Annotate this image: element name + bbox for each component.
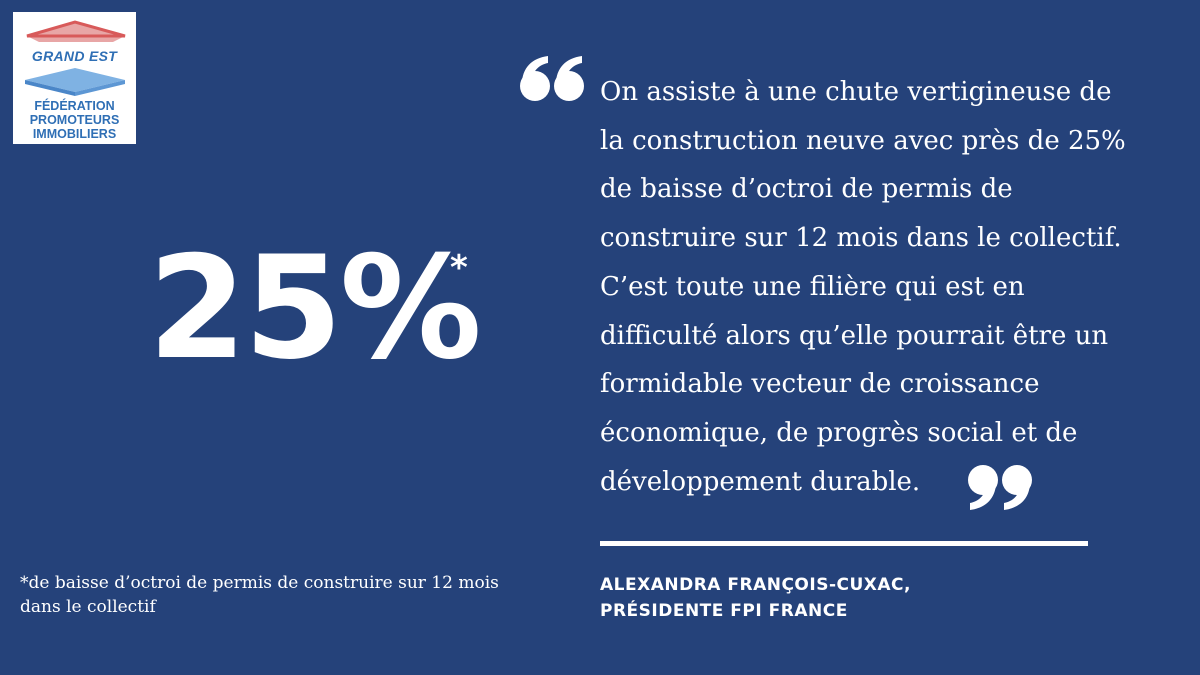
footnote-marker: *	[450, 248, 468, 288]
footnote-line: dans le collectif	[20, 597, 156, 617]
quote-line: économique, de progrès social et de	[600, 417, 1078, 448]
quote-line: C’est toute une filière qui est en	[600, 271, 1025, 302]
footnote-line: *de baisse d’octroi de permis de constru…	[20, 573, 499, 593]
author-title: PRÉSIDENTE FPI FRANCE	[600, 601, 848, 621]
logo-line: PROMOTEURS	[29, 113, 120, 127]
quote-line: On assiste à une chute vertigineuse de	[600, 77, 1112, 107]
close-quote-icon	[968, 465, 1032, 510]
footnote: *de baisse d’octroi de permis de constru…	[20, 571, 540, 619]
headline-statistic: 25%	[148, 226, 482, 391]
quote-line: la construction neuve avec près de 25%	[600, 125, 1126, 156]
logo-house-icon	[25, 20, 126, 96]
quote-line: construire sur 12 mois dans le collectif…	[600, 223, 1122, 254]
author-name: ALEXANDRA FRANÇOIS-CUXAC,	[600, 575, 911, 595]
quote-line: développement durable.	[600, 466, 921, 497]
logo-line: FÉDÉRATION	[34, 99, 115, 113]
logo-region-text: GRAND EST	[31, 48, 118, 64]
quote-line: formidable vecteur de croissance	[600, 369, 1040, 400]
divider	[600, 541, 1088, 546]
quote-text: On assiste à une chute vertigineuse de l…	[600, 68, 1180, 506]
author-attribution: ALEXANDRA FRANÇOIS-CUXAC, PRÉSIDENTE FPI…	[600, 572, 911, 624]
fpi-logo: GRAND EST FÉDÉRATION PROMOTEURS IMMOBILI…	[13, 12, 136, 144]
quote-line: difficulté alors qu’elle pourrait être u…	[600, 320, 1109, 351]
open-quote-icon	[520, 56, 584, 101]
quote-line: de baisse d’octroi de permis de	[600, 174, 1013, 205]
logo-line: IMMOBILIERS	[32, 127, 117, 141]
logo-text: FÉDÉRATION PROMOTEURS IMMOBILIERS	[13, 99, 136, 141]
